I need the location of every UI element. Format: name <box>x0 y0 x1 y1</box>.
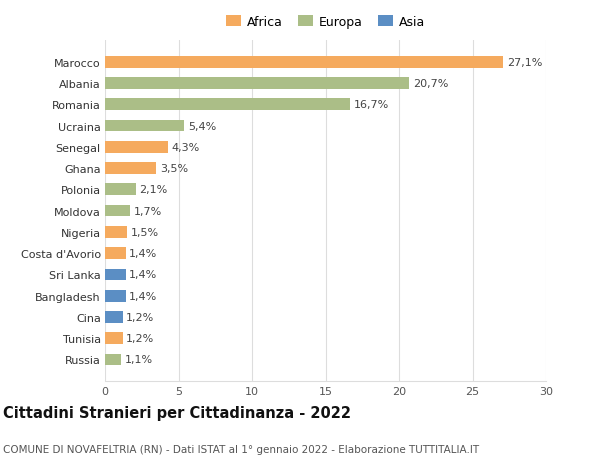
Text: 2,1%: 2,1% <box>140 185 168 195</box>
Text: 4,3%: 4,3% <box>172 142 200 152</box>
Text: 5,4%: 5,4% <box>188 121 217 131</box>
Text: 1,1%: 1,1% <box>125 355 153 365</box>
Bar <box>105 205 130 217</box>
Bar <box>105 142 168 153</box>
Bar <box>105 57 503 68</box>
Bar <box>105 99 350 111</box>
Text: 1,7%: 1,7% <box>134 206 162 216</box>
Text: 1,4%: 1,4% <box>129 249 158 258</box>
Text: 20,7%: 20,7% <box>413 79 448 89</box>
Bar <box>105 269 125 280</box>
Text: 16,7%: 16,7% <box>354 100 389 110</box>
Text: 1,5%: 1,5% <box>131 227 159 237</box>
Bar <box>105 333 122 344</box>
Text: 1,2%: 1,2% <box>127 312 155 322</box>
Bar <box>105 163 157 174</box>
Text: 3,5%: 3,5% <box>160 164 188 174</box>
Text: COMUNE DI NOVAFELTRIA (RN) - Dati ISTAT al 1° gennaio 2022 - Elaborazione TUTTIT: COMUNE DI NOVAFELTRIA (RN) - Dati ISTAT … <box>3 444 479 454</box>
Text: 1,2%: 1,2% <box>127 334 155 343</box>
Bar <box>105 290 125 302</box>
Bar <box>105 227 127 238</box>
Bar <box>105 78 409 90</box>
Bar <box>105 354 121 365</box>
Text: 1,4%: 1,4% <box>129 291 158 301</box>
Text: 27,1%: 27,1% <box>507 57 542 67</box>
Text: 1,4%: 1,4% <box>129 270 158 280</box>
Text: Cittadini Stranieri per Cittadinanza - 2022: Cittadini Stranieri per Cittadinanza - 2… <box>3 405 351 420</box>
Legend: Africa, Europa, Asia: Africa, Europa, Asia <box>223 14 428 32</box>
Bar <box>105 311 122 323</box>
Bar <box>105 184 136 196</box>
Bar <box>105 248 125 259</box>
Bar <box>105 120 184 132</box>
